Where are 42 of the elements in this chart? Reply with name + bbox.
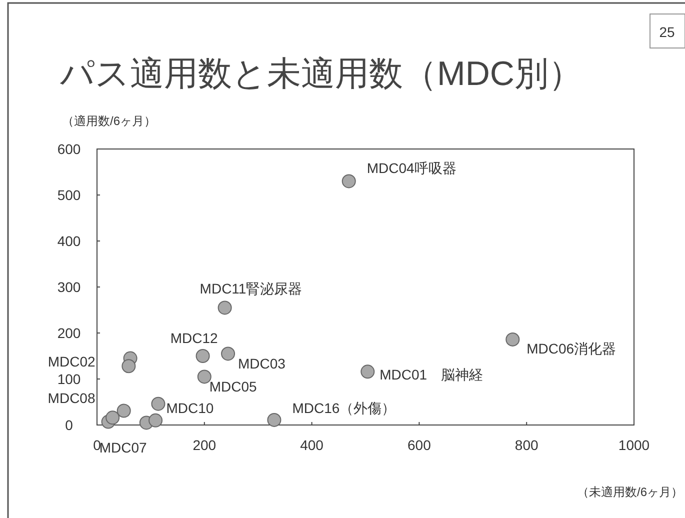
annotation: MDC05: [209, 378, 258, 395]
x-tick-label: 1000: [618, 437, 650, 453]
x-tick-label: 0: [93, 437, 102, 453]
point: [197, 370, 212, 384]
x-tick-label: 200: [192, 437, 216, 453]
y-tick-label: 300: [57, 279, 81, 295]
point: [506, 332, 520, 346]
annotation: MDC16（外傷）: [292, 400, 396, 416]
point: [116, 404, 131, 418]
point: [151, 396, 166, 411]
annotation: MDC10: [166, 400, 214, 416]
chart-title: パス適用数と未適用数（MDC別）: [59, 55, 582, 93]
annotation: MDC08: [48, 390, 96, 406]
annotation: MDC03: [238, 356, 286, 372]
x-axis-title: （未適用数/6ヶ月）: [576, 485, 683, 499]
point: [267, 412, 282, 427]
annotation: MDC06消化器: [526, 340, 616, 356]
point: [221, 346, 236, 361]
annotation: MDC01 脳神経: [380, 366, 484, 383]
y-tick-label: 400: [57, 233, 81, 249]
y-tick-label: 0: [65, 417, 74, 433]
point: [218, 300, 232, 315]
annotation: MDC04呼吸器: [366, 160, 456, 176]
point: [196, 349, 210, 363]
y-tick-label: 600: [57, 141, 81, 157]
point: [342, 174, 356, 188]
annotation: MDC02: [48, 353, 96, 370]
point: [148, 413, 163, 428]
point: [106, 410, 120, 425]
y-tick-label: 200: [57, 325, 81, 341]
x-tick-label: 400: [300, 437, 324, 453]
point: [122, 359, 136, 374]
annotation: MDC11腎泌尿器: [200, 280, 302, 297]
x-tick-label: 600: [408, 437, 432, 453]
y-tick-label: 500: [57, 187, 81, 203]
annotation: MDC07: [99, 440, 148, 456]
point: [360, 364, 375, 379]
annotation: MDC12: [170, 330, 218, 346]
y-axis-title: （適用数/6ヶ月）: [62, 114, 156, 128]
text: 25: [659, 24, 675, 40]
x-tick-label: 800: [514, 437, 538, 453]
y-tick-label: 100: [57, 371, 81, 387]
